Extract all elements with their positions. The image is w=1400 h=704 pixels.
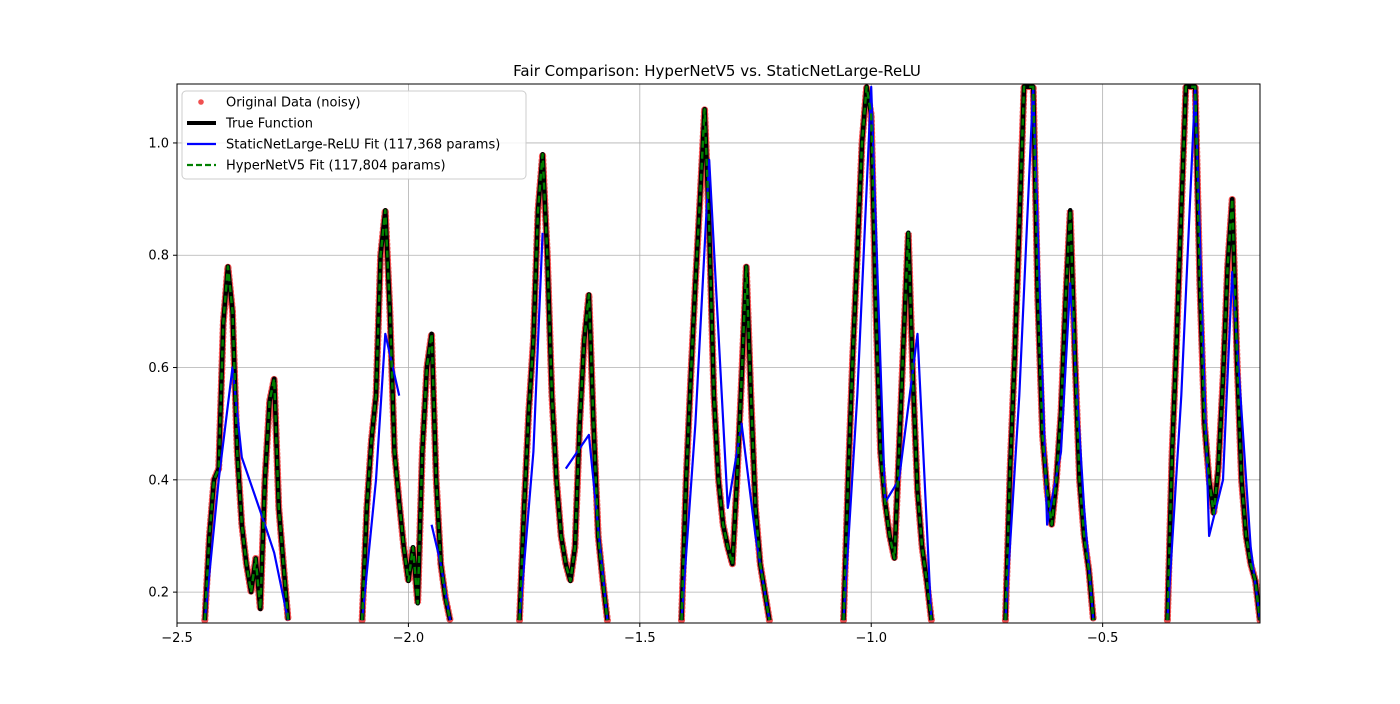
x-tick-label-0: −2.5 (161, 631, 193, 646)
y-tick-label-0: 0.2 (148, 586, 169, 601)
legend: Original Data (noisy) True Function Static… (181, 90, 527, 180)
legend-label-0: Original Data (noisy) (226, 96, 361, 111)
static-relu-fit-line-5 (680, 158, 771, 621)
series-layer (201, 84, 1260, 623)
plot-frame (176, 83, 1261, 624)
hypernet-fit-line-0 (203, 265, 290, 621)
static-relu-fit-line-0 (203, 366, 290, 621)
x-tick-label-2: −1.5 (624, 631, 656, 646)
legend-entry-1: True Function (187, 117, 313, 132)
legend-label-1: True Function (225, 117, 313, 132)
y-tick-label-3: 0.8 (148, 249, 169, 264)
x-tick-label-1: −2.0 (393, 631, 425, 646)
hypernet-fit-line-3 (680, 108, 771, 621)
hypernet-fit-line-6 (1166, 85, 1260, 621)
hypernet-fit-line-5 (1004, 85, 1095, 621)
legend-entry-0: Original Data (noisy) (198, 96, 361, 111)
legend-entry-3: HyperNetV5 Fit (117,804 params) (187, 159, 446, 174)
legend-label-3: HyperNetV5 Fit (117,804 params) (226, 159, 446, 174)
hypernet-fit-line-1 (360, 209, 452, 621)
legend-label-2: StaticNetLarge-ReLU Fit (117,368 params) (226, 138, 500, 153)
chart-title: Fair Comparison: HyperNetV5 vs. StaticNe… (513, 62, 921, 80)
hypernet-fit-line-2 (518, 152, 609, 621)
legend-box (181, 90, 527, 180)
y-tick-label-1: 0.4 (148, 473, 169, 488)
static-relu-fit-line-8 (1166, 85, 1260, 621)
static-relu-fit-line-3 (518, 232, 544, 621)
y-tick-label-4: 1.0 (148, 136, 169, 151)
static-relu-fit-line-7 (1004, 85, 1095, 621)
x-tick-label-3: −1.0 (855, 631, 887, 646)
legend-entry-2: StaticNetLarge-ReLU Fit (117,368 params) (187, 138, 500, 153)
legend-marker-0 (198, 99, 204, 105)
y-tick-label-2: 0.6 (148, 361, 169, 376)
tick-layer: −2.5 −2.0 −1.5 −1.0 −0.5 0.2 0.4 0.6 0.8 1.0 (148, 136, 1118, 646)
true-function-line-4 (841, 84, 934, 621)
x-tick-label-4: −0.5 (1087, 631, 1119, 646)
